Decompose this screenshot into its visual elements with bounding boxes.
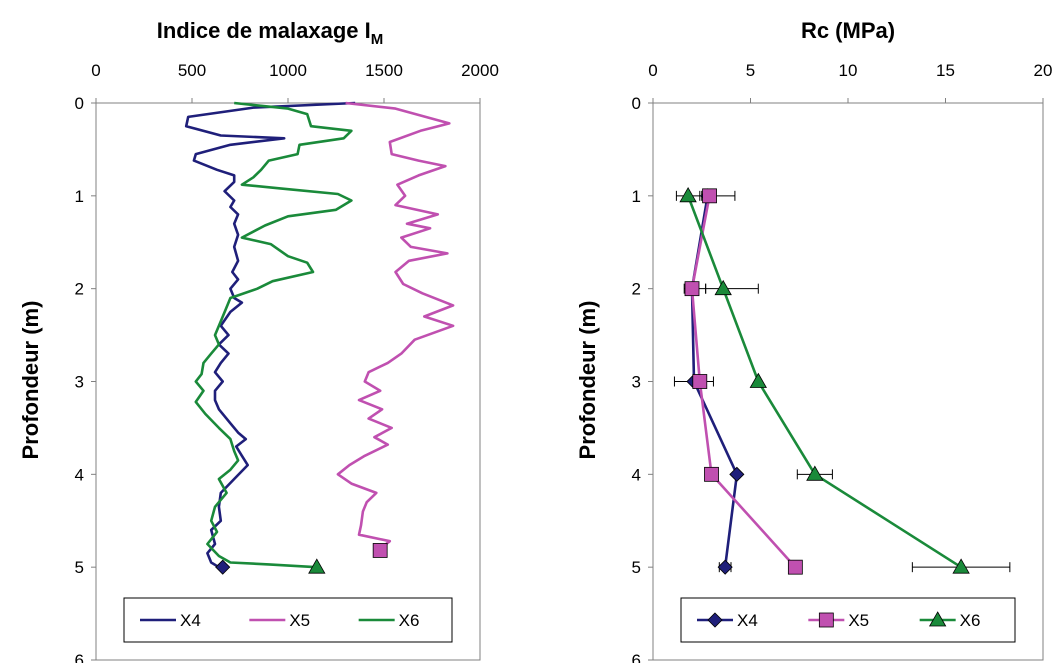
y-axis: 0 1 2 3 4 5 6: [632, 94, 653, 663]
chart-title: Indice de malaxage IM: [157, 18, 383, 48]
plot-area-frame: [95, 102, 481, 661]
y-axis: 0 1 2 3 4 5 6: [75, 94, 96, 663]
end-marker-x6: [308, 558, 326, 574]
x-axis: 0 5 10 15 20: [648, 61, 1052, 103]
x-tick-label: 20: [1034, 61, 1053, 80]
legend-label: X4: [180, 611, 201, 630]
x-axis: 0 500 1000 1500 2000: [91, 61, 499, 103]
series-group: [184, 101, 455, 575]
legend-label: X5: [848, 611, 869, 630]
legend: X4 X5 X6: [680, 597, 1016, 643]
legend: X4 X5 X6: [123, 597, 453, 643]
legend-label: X6: [399, 611, 420, 630]
end-marker-x4: [215, 559, 231, 575]
chart-title-main: Indice de malaxage I: [157, 18, 371, 43]
y-tick-label: 2: [75, 280, 84, 299]
data-point-x6: [806, 465, 824, 481]
legend-label: X6: [960, 611, 981, 630]
data-point-x5: [684, 281, 700, 297]
y-tick-label: 4: [632, 465, 641, 484]
legend-marker: [707, 612, 723, 628]
series-line-x6: [686, 195, 962, 569]
legend-box: [680, 597, 1016, 643]
legend-marker: [818, 612, 834, 628]
data-point-x5: [704, 466, 719, 482]
chart-rc: Rc (MPa) Profondeur (m) 0 5 10 15 20 0 1 2 3 4 5 6…: [575, 18, 1052, 663]
x-tick-label: 2000: [461, 61, 499, 80]
legend-label: X4: [737, 611, 758, 630]
chart-title: Rc (MPa): [801, 18, 895, 43]
y-tick-label: 3: [632, 373, 641, 392]
data-point-x4: [729, 466, 745, 482]
end-marker-x5: [372, 543, 388, 558]
chart-title-subscript: M: [371, 31, 384, 48]
y-tick-label: 3: [75, 373, 84, 392]
data-point-x5: [692, 374, 708, 389]
y-tick-label: 5: [75, 558, 84, 577]
y-tick-label: 6: [632, 651, 641, 663]
data-point-x5: [702, 188, 717, 204]
series-group: [673, 187, 1011, 575]
x-tick-label: 5: [746, 61, 755, 80]
x-tick-label: 15: [936, 61, 955, 80]
x-tick-label: 0: [648, 61, 657, 80]
x-tick-label: 1500: [365, 61, 403, 80]
y-tick-label: 2: [632, 280, 641, 299]
legend-marker: [928, 611, 947, 627]
legend-label: X5: [289, 611, 310, 630]
data-point-x6: [714, 279, 732, 296]
data-point-x4: [717, 559, 733, 575]
y-tick-label: 6: [75, 651, 84, 663]
x-tick-label: 1000: [269, 61, 307, 80]
y-axis-label: Profondeur (m): [575, 301, 600, 460]
data-point-x6: [749, 372, 767, 388]
y-axis-label: Profondeur (m): [18, 301, 43, 460]
data-point-x6: [679, 187, 697, 203]
series-line-x5: [336, 101, 455, 550]
x-tick-label: 0: [91, 61, 100, 80]
series-line-x6: [194, 101, 353, 569]
series-line-x4: [184, 101, 356, 569]
y-tick-label: 5: [632, 558, 641, 577]
y-tick-label: 0: [75, 94, 84, 113]
data-point-x6: [952, 558, 970, 574]
y-tick-label: 1: [632, 187, 641, 206]
legend-box: [123, 597, 453, 643]
y-tick-label: 0: [632, 94, 641, 113]
x-tick-label: 500: [178, 61, 206, 80]
y-tick-label: 4: [75, 465, 84, 484]
chart-indice-malaxage: Indice de malaxage IM Profondeur (m) 0 50…: [18, 18, 499, 663]
x-tick-label: 10: [839, 61, 858, 80]
data-point-x5: [787, 559, 803, 575]
y-tick-label: 1: [75, 187, 84, 206]
